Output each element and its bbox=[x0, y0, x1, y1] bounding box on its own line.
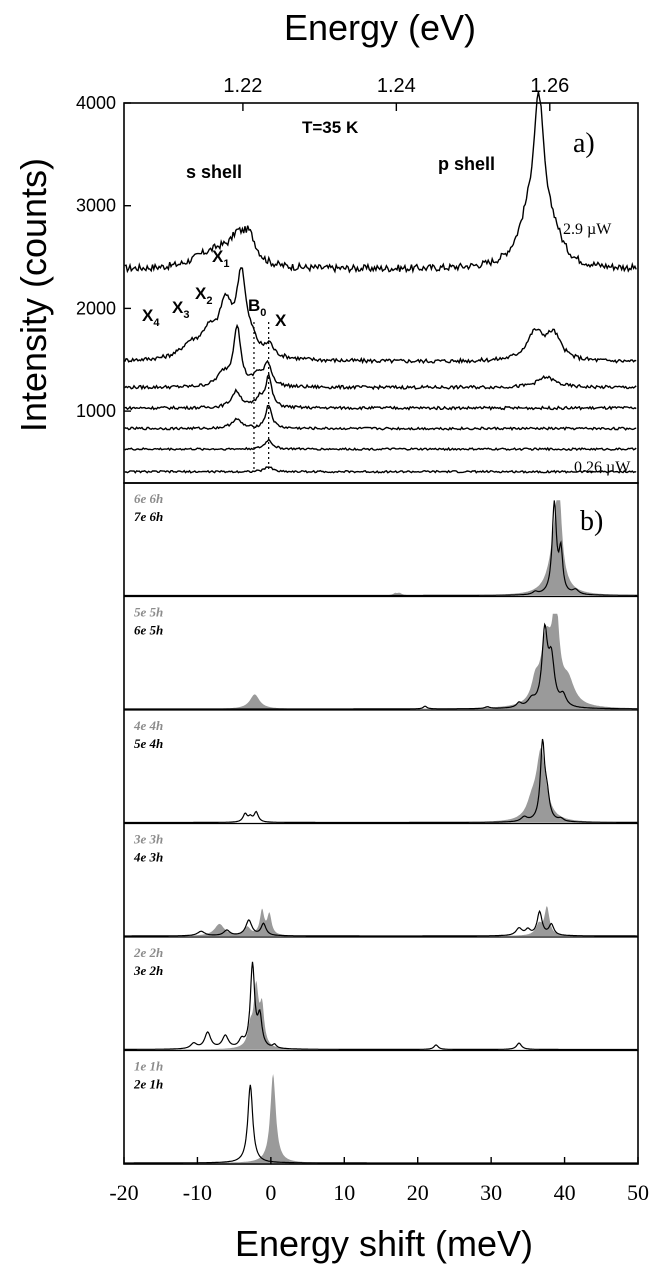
subpanel: 2e 2h 3e 2h bbox=[124, 945, 638, 1052]
config-label-gray: 5e 5h bbox=[134, 605, 163, 620]
black-spectrum bbox=[124, 961, 638, 1051]
config-label-black: 6e 5h bbox=[134, 623, 163, 638]
x-tick-label: 0 bbox=[265, 1180, 276, 1205]
top-tick-label: 1.24 bbox=[377, 75, 416, 97]
gray-spectrum bbox=[124, 1074, 638, 1163]
x-tick-label: 20 bbox=[407, 1180, 429, 1205]
spectrum-series bbox=[124, 323, 637, 391]
x-tick-labels: -20 -10 0 10 20 30 40 50 bbox=[109, 1180, 649, 1205]
config-label-gray: 4e 4h bbox=[133, 718, 163, 733]
power-low-label: 0.26 µW bbox=[574, 459, 631, 476]
peak-label-x: X bbox=[275, 311, 287, 330]
spectrum-series bbox=[124, 91, 637, 274]
subpanel: 6e 6h 7e 6h bbox=[124, 491, 638, 598]
spectrum-series bbox=[124, 266, 637, 365]
x-tick-label: 40 bbox=[554, 1180, 576, 1205]
y-tick-labels: 1000 2000 3000 4000 bbox=[76, 93, 116, 421]
config-label-black: 7e 6h bbox=[134, 509, 163, 524]
spectrum-series bbox=[124, 404, 637, 432]
x-ticks bbox=[123, 1157, 639, 1164]
top-tick-labels: 1.22 1.24 1.26 bbox=[223, 75, 569, 97]
peak-label-b0: B0 bbox=[248, 296, 266, 319]
black-spectrum bbox=[124, 1084, 638, 1164]
gray-spectrum bbox=[124, 747, 638, 823]
subpanel: 4e 4h 5e 4h bbox=[124, 718, 638, 825]
black-spectrum bbox=[124, 909, 638, 937]
y-tick-label: 1000 bbox=[76, 401, 116, 421]
black-spectrum bbox=[124, 500, 638, 597]
config-label-gray: 2e 2h bbox=[133, 945, 163, 960]
y-tick-label: 2000 bbox=[76, 298, 116, 318]
x-axis-label: Energy shift (meV) bbox=[235, 1223, 533, 1264]
panel-a-ticks bbox=[124, 102, 551, 412]
gray-spectrum bbox=[124, 613, 638, 709]
gray-spectrum bbox=[124, 500, 638, 596]
config-label-black: 5e 4h bbox=[134, 736, 163, 751]
y-axis-label: Intensity (counts) bbox=[13, 158, 54, 432]
subpanel: 3e 3h 4e 3h bbox=[124, 832, 638, 938]
x-tick-label: 10 bbox=[333, 1180, 355, 1205]
panel-a-annotations: a) T=35 K s shell p shell 2.9 µW 0.26 µW… bbox=[142, 118, 631, 476]
config-label-gray: 3e 3h bbox=[133, 832, 163, 847]
config-label-black: 4e 3h bbox=[133, 850, 163, 865]
config-label-black: 3e 2h bbox=[133, 963, 163, 978]
x-tick-label: -20 bbox=[109, 1180, 138, 1205]
panel-b-frame bbox=[123, 482, 639, 1165]
peak-label-x4: X4 bbox=[142, 306, 160, 329]
s-shell-label: s shell bbox=[186, 162, 242, 182]
spectrum-series bbox=[124, 372, 637, 411]
peak-label-x2: X2 bbox=[195, 284, 212, 307]
config-label-black: 2e 1h bbox=[133, 1077, 163, 1092]
gray-spectrum bbox=[124, 980, 638, 1050]
top-tick-label: 1.22 bbox=[223, 75, 262, 97]
panel-b-subpanels: 6e 6h 7e 6h 5e 5h 6e 5h 4e 4h 5e 4h 3e 3h 4e 3h… bbox=[124, 491, 638, 1164]
panel-a: Energy (eV) 1.22 1.24 1.26 1000 2000 300… bbox=[13, 7, 639, 484]
p-shell-label: p shell bbox=[438, 154, 495, 174]
peak-label-x3: X3 bbox=[172, 298, 189, 321]
black-spectrum bbox=[124, 738, 638, 824]
spectrum-series bbox=[124, 438, 637, 452]
y-tick-label: 3000 bbox=[76, 196, 116, 216]
power-high-label: 2.9 µW bbox=[563, 221, 612, 238]
subpanel: 5e 5h 6e 5h bbox=[124, 605, 638, 711]
spectrum-series bbox=[124, 466, 637, 474]
panel-b: 6e 6h 7e 6h 5e 5h 6e 5h 4e 4h 5e 4h 3e 3h 4e 3h… bbox=[109, 482, 649, 1264]
black-spectrum bbox=[124, 622, 638, 710]
top-axis-label: Energy (eV) bbox=[284, 7, 476, 48]
panel-a-label: a) bbox=[573, 128, 595, 159]
temperature-label: T=35 K bbox=[302, 118, 359, 137]
peak-label-x1: X1 bbox=[212, 247, 229, 270]
panel-b-label: b) bbox=[580, 506, 603, 537]
config-label-gray: 6e 6h bbox=[134, 491, 163, 506]
top-tick-label: 1.26 bbox=[530, 75, 569, 97]
panel-a-series bbox=[124, 91, 637, 474]
x-tick-label: -10 bbox=[183, 1180, 212, 1205]
y-tick-label: 4000 bbox=[76, 93, 116, 113]
x-tick-label: 50 bbox=[627, 1180, 649, 1205]
x-tick-label: 30 bbox=[480, 1180, 502, 1205]
config-label-gray: 1e 1h bbox=[134, 1059, 163, 1074]
subpanel: 1e 1h 2e 1h bbox=[124, 1059, 638, 1164]
